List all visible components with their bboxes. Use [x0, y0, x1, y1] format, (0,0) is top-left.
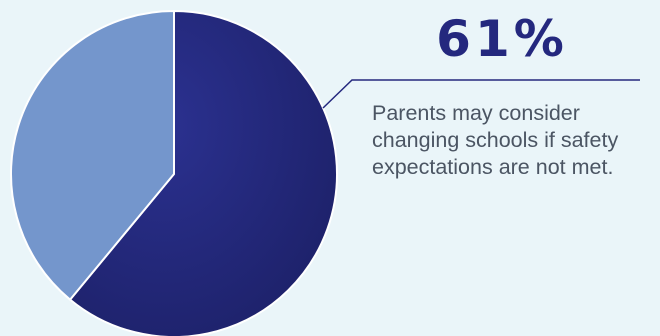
pie-slice-1	[10, 10, 175, 301]
stat-caption: Parents may consider changing schools if…	[372, 101, 619, 179]
pie-slices	[10, 10, 338, 336]
pie-slice-0	[69, 10, 338, 336]
stat-value: 61%	[436, 10, 568, 68]
callout-leader-line	[322, 79, 640, 109]
